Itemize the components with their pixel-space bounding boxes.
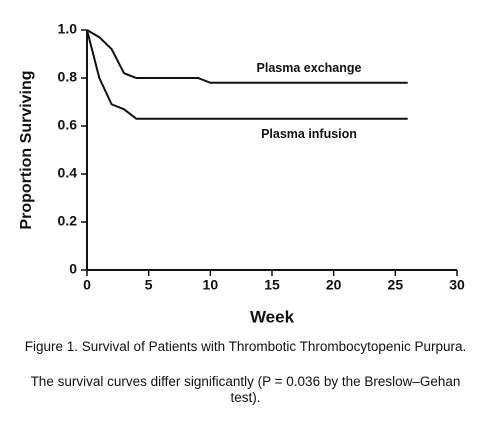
- line: [86, 29, 408, 84]
- x-tick-label: 5: [145, 277, 153, 293]
- x-axis-label: Week: [250, 307, 295, 326]
- y-axis-label: Proportion Surviving: [18, 70, 35, 229]
- x-tick-label: 10: [203, 277, 219, 293]
- line: [86, 29, 408, 120]
- y-tick-label: 0.6: [58, 117, 78, 133]
- series-label: Plasma infusion: [261, 127, 357, 141]
- y-tick-label: 0: [69, 261, 77, 277]
- x-tick-label: 15: [264, 277, 280, 293]
- y-tick-label: 0.8: [58, 69, 78, 85]
- chart: Proportion Surviving Week 0 0.2 0.4 0.6 0.8 1…: [18, 21, 465, 327]
- note: The survival curves differ significantly…: [30, 374, 461, 405]
- x-tick-label: 0: [83, 277, 91, 293]
- x-tick-label: 25: [388, 277, 404, 293]
- series-label: Plasma exchange: [257, 61, 362, 75]
- caption: Figure 1. Survival of Patients with Thro…: [24, 339, 467, 354]
- y-tick-label: 0.2: [58, 213, 78, 229]
- x-tick-label: 20: [326, 277, 342, 293]
- y-tick-label: 1.0: [58, 21, 78, 37]
- x-tick-label: 30: [449, 277, 465, 293]
- y-tick-label: 0.4: [58, 165, 78, 181]
